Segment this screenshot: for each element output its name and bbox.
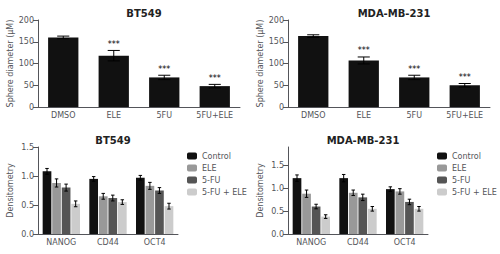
svg-text:Control: Control: [202, 152, 231, 161]
svg-text:ELE: ELE: [202, 164, 217, 173]
svg-text:Sphere diameter (μM): Sphere diameter (μM): [6, 20, 15, 108]
svg-text:5FU: 5FU: [406, 111, 422, 120]
svg-text:1.0: 1.0: [271, 184, 284, 193]
svg-text:200: 200: [269, 16, 284, 25]
svg-text:ELE: ELE: [106, 111, 121, 120]
svg-text:***: ***: [158, 65, 170, 74]
svg-text:5-FU + ELE: 5-FU + ELE: [452, 188, 497, 197]
svg-text:DMSO: DMSO: [51, 111, 75, 120]
svg-text:5FU+ELE: 5FU+ELE: [446, 111, 483, 120]
svg-text:0.0: 0.0: [21, 230, 34, 239]
svg-text:Sphere diameter (μM): Sphere diameter (μM): [256, 20, 265, 108]
svg-text:0: 0: [29, 103, 34, 112]
svg-text:150: 150: [19, 37, 34, 46]
svg-text:0.0: 0.0: [271, 230, 284, 239]
svg-text:1.5: 1.5: [271, 161, 284, 170]
svg-text:5-FU: 5-FU: [452, 176, 471, 185]
svg-text:***: ***: [358, 46, 370, 55]
svg-text:0.5: 0.5: [271, 207, 284, 216]
svg-text:BT549: BT549: [95, 135, 130, 146]
svg-text:NANOG: NANOG: [46, 238, 76, 247]
svg-text:***: ***: [108, 40, 120, 49]
svg-text:CD44: CD44: [347, 238, 369, 247]
svg-text:0.5: 0.5: [21, 201, 34, 210]
svg-text:Control: Control: [452, 152, 481, 161]
svg-text:NANOG: NANOG: [296, 238, 326, 247]
svg-text:***: ***: [408, 65, 420, 74]
svg-text:Densitometry: Densitometry: [6, 163, 15, 218]
svg-text:***: ***: [459, 73, 471, 82]
svg-text:5FU+ELE: 5FU+ELE: [196, 111, 233, 120]
svg-text:150: 150: [269, 37, 284, 46]
svg-text:MDA-MB-231: MDA-MB-231: [358, 8, 431, 19]
svg-text:5FU: 5FU: [156, 111, 172, 120]
svg-text:MDA-MB-231: MDA-MB-231: [327, 135, 400, 146]
svg-text:100: 100: [269, 59, 284, 68]
svg-text:1.5: 1.5: [21, 143, 34, 152]
svg-text:5-FU + ELE: 5-FU + ELE: [202, 188, 247, 197]
svg-text:ELE: ELE: [452, 164, 467, 173]
svg-text:OCT4: OCT4: [394, 238, 416, 247]
svg-text:Densitometry: Densitometry: [256, 163, 265, 218]
svg-text:1.0: 1.0: [21, 172, 34, 181]
svg-text:CD44: CD44: [97, 238, 119, 247]
svg-text:0: 0: [279, 103, 284, 112]
svg-text:50: 50: [274, 81, 284, 90]
svg-text:DMSO: DMSO: [301, 111, 325, 120]
svg-text:200: 200: [19, 16, 34, 25]
svg-text:OCT4: OCT4: [144, 238, 166, 247]
svg-text:BT549: BT549: [126, 8, 161, 19]
svg-text:50: 50: [24, 81, 34, 90]
svg-text:100: 100: [19, 59, 34, 68]
svg-text:5-FU: 5-FU: [202, 176, 221, 185]
svg-text:***: ***: [209, 74, 221, 83]
svg-text:ELE: ELE: [356, 111, 371, 120]
